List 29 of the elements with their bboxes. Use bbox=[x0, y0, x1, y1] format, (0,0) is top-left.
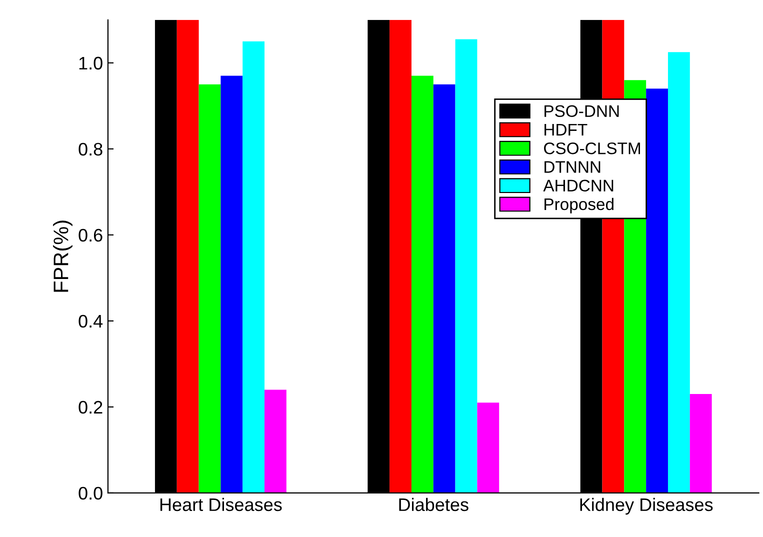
y-tick-label: 0.6 bbox=[78, 228, 102, 242]
x-tick-label: Kidney Diseases bbox=[580, 498, 713, 515]
legend-label: CSO-CLSTM bbox=[544, 142, 640, 154]
bar bbox=[242, 41, 265, 493]
x-tick-label: Diabetes bbox=[399, 498, 468, 512]
bar bbox=[433, 84, 456, 493]
legend-label: DTNNN bbox=[544, 161, 600, 173]
bar bbox=[264, 390, 286, 493]
legend-label: Proposed bbox=[544, 198, 614, 214]
legend-label: AHDCNN bbox=[543, 180, 614, 192]
legend-label: HDFT bbox=[544, 124, 588, 136]
legend-label: PSO-DNN bbox=[544, 105, 619, 117]
bar bbox=[176, 20, 199, 493]
bar bbox=[411, 76, 434, 493]
bar bbox=[198, 84, 221, 493]
bar bbox=[668, 52, 690, 493]
y-tick-label: 0.8 bbox=[78, 142, 102, 156]
bar bbox=[477, 402, 500, 493]
y-axis-title: FPR(%) bbox=[53, 220, 72, 292]
y-tick-label: 0.0 bbox=[78, 486, 102, 500]
bar bbox=[690, 394, 712, 493]
bar bbox=[390, 20, 412, 493]
y-tick-label: 0.2 bbox=[78, 400, 102, 414]
bar bbox=[646, 88, 668, 493]
bar bbox=[220, 76, 243, 493]
y-tick-label: 1.0 bbox=[79, 56, 102, 70]
x-tick-label: Heart Diseases bbox=[160, 498, 282, 512]
bar bbox=[455, 39, 478, 493]
y-tick-label: 0.4 bbox=[78, 314, 103, 328]
